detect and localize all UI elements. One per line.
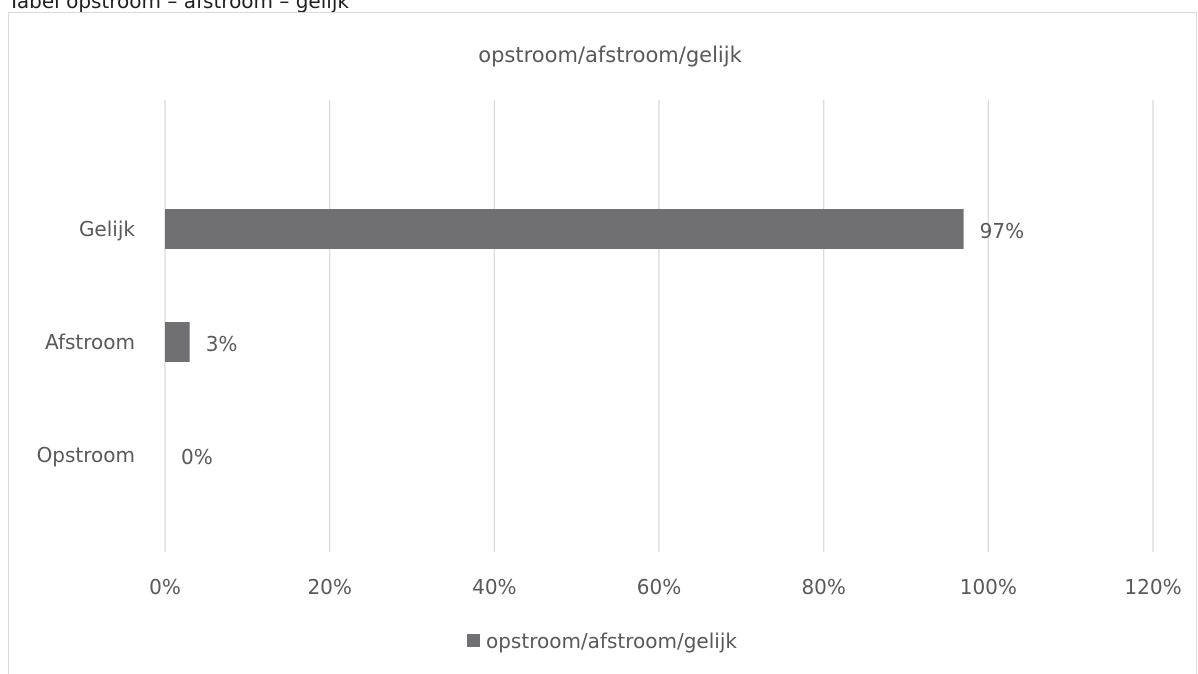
legend-swatch [467,634,480,647]
x-tick-label: 60% [637,575,681,599]
data-labels: 97% 3% 0% [181,219,1024,469]
x-tick-label: 0% [149,575,181,599]
chart-frame [8,12,1197,674]
x-tick-label: 120% [1124,575,1181,599]
x-tick-label: 80% [801,575,845,599]
category-labels: Gelijk Afstroom Opstroom [37,217,136,467]
page-caption: Tabel opstroom – afstroom – gelijk [8,0,349,13]
bar-gelijk [165,209,964,249]
category-label: Gelijk [79,217,135,241]
gridlines [164,100,1154,552]
category-label: Afstroom [45,330,135,354]
x-tick-label: 40% [472,575,516,599]
category-label: Opstroom [37,443,135,467]
legend: opstroom/afstroom/gelijk [467,629,737,653]
data-label: 0% [181,445,213,469]
x-tick-labels: 0% 20% 40% 60% 80% 100% 120% [149,575,1181,599]
x-tick-label: 20% [307,575,351,599]
data-label: 97% [980,219,1024,243]
bar-afstroom [165,322,190,362]
data-label: 3% [206,332,238,356]
legend-label: opstroom/afstroom/gelijk [486,629,737,653]
chart-title: opstroom/afstroom/gelijk [478,43,742,67]
x-tick-label: 100% [960,575,1017,599]
bars [165,209,964,362]
